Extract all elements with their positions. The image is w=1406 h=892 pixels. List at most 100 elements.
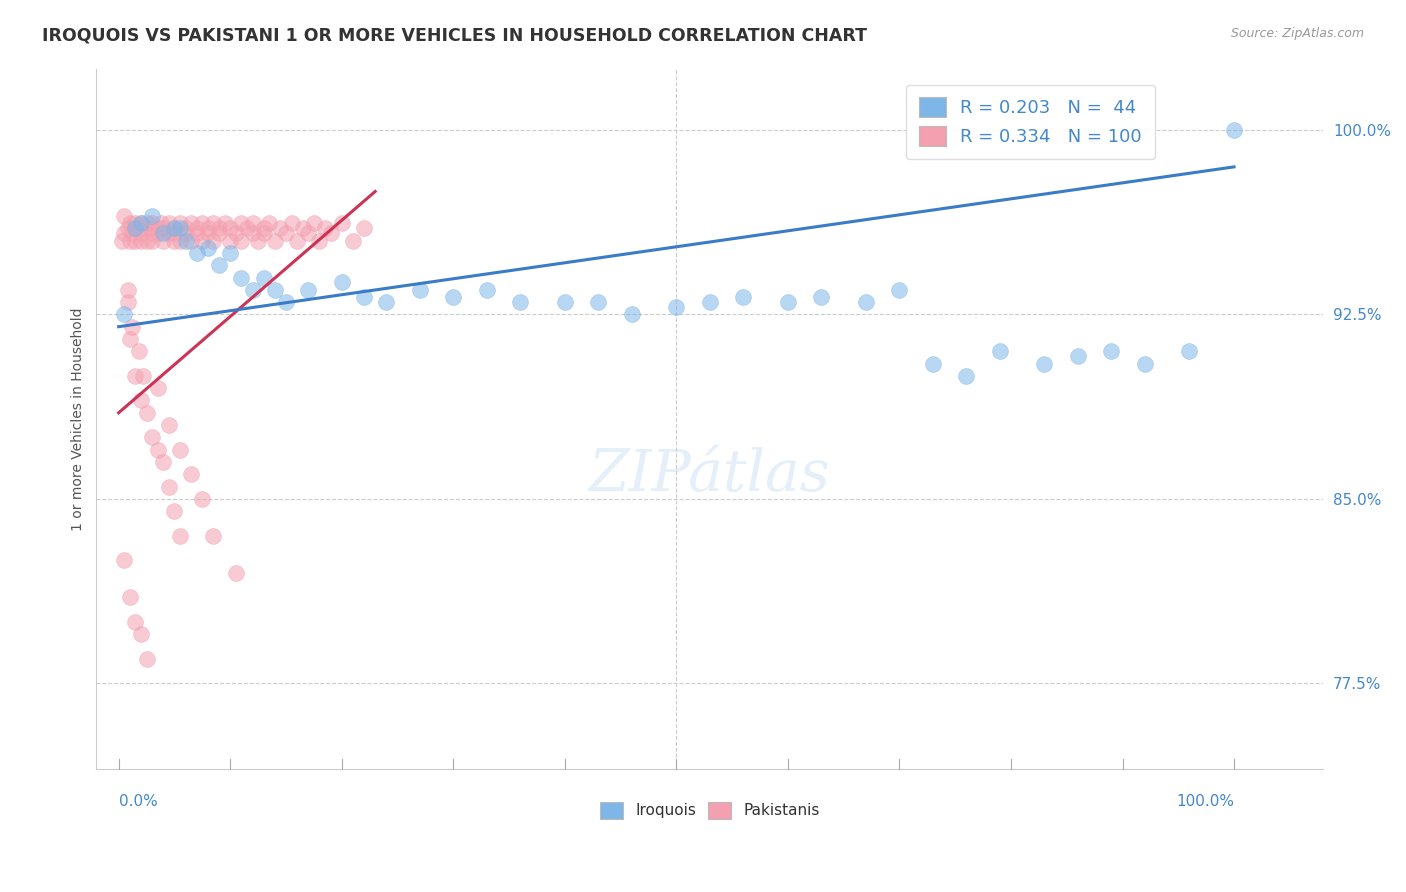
Point xyxy=(441,290,464,304)
Point xyxy=(1133,357,1156,371)
Point xyxy=(169,216,191,230)
Text: ZIPátlas: ZIPátlas xyxy=(589,447,831,503)
Point xyxy=(330,216,353,230)
Point xyxy=(620,307,643,321)
Point xyxy=(509,295,531,310)
Point xyxy=(112,307,135,321)
Point xyxy=(129,216,152,230)
Point xyxy=(280,216,302,230)
Point xyxy=(163,234,186,248)
Point xyxy=(141,216,163,230)
Point xyxy=(330,276,353,290)
Point xyxy=(135,216,157,230)
Point xyxy=(146,442,169,457)
Point xyxy=(141,430,163,444)
Point xyxy=(112,553,135,567)
Point xyxy=(302,216,325,230)
Point xyxy=(117,283,139,297)
Point xyxy=(129,221,152,235)
Point xyxy=(157,418,180,433)
Point xyxy=(180,234,202,248)
Point xyxy=(146,381,169,395)
Point xyxy=(146,221,169,235)
Point xyxy=(1067,349,1090,363)
Point xyxy=(274,227,297,241)
Point xyxy=(263,283,285,297)
Point xyxy=(129,227,152,241)
Point xyxy=(121,319,143,334)
Point xyxy=(242,283,264,297)
Point xyxy=(163,221,186,235)
Text: 100.0%: 100.0% xyxy=(1175,794,1234,809)
Point xyxy=(191,216,214,230)
Point xyxy=(319,227,342,241)
Point xyxy=(202,529,225,543)
Point xyxy=(242,216,264,230)
Point xyxy=(174,234,197,248)
Point xyxy=(146,227,169,241)
Point xyxy=(124,368,146,383)
Point xyxy=(157,216,180,230)
Point xyxy=(231,216,253,230)
Point xyxy=(163,221,186,235)
Point xyxy=(208,221,231,235)
Point xyxy=(776,295,799,310)
Point xyxy=(733,290,755,304)
Point xyxy=(225,566,247,580)
Point xyxy=(118,332,141,346)
Point xyxy=(1223,123,1246,137)
Point xyxy=(202,216,225,230)
Point xyxy=(375,295,398,310)
Point xyxy=(922,357,945,371)
Point xyxy=(225,227,247,241)
Point xyxy=(231,270,253,285)
Point xyxy=(291,221,314,235)
Point xyxy=(174,227,197,241)
Point xyxy=(242,227,264,241)
Point xyxy=(257,216,280,230)
Y-axis label: 1 or more Vehicles in Household: 1 or more Vehicles in Household xyxy=(72,307,86,531)
Point xyxy=(353,290,375,304)
Point xyxy=(135,406,157,420)
Point xyxy=(208,227,231,241)
Point xyxy=(118,216,141,230)
Point xyxy=(308,234,330,248)
Text: Source: ZipAtlas.com: Source: ZipAtlas.com xyxy=(1230,27,1364,40)
Point xyxy=(253,221,276,235)
Point xyxy=(135,651,157,665)
Point xyxy=(274,295,297,310)
Point xyxy=(132,368,155,383)
Point xyxy=(121,227,143,241)
Point xyxy=(219,234,242,248)
Point xyxy=(186,221,208,235)
Point xyxy=(231,234,253,248)
Point xyxy=(554,295,576,310)
Point xyxy=(157,479,180,493)
Point xyxy=(269,221,291,235)
Point xyxy=(236,221,259,235)
Point xyxy=(197,227,219,241)
Point xyxy=(297,283,319,297)
Point xyxy=(191,234,214,248)
Point xyxy=(1099,344,1122,359)
Point xyxy=(197,221,219,235)
Point xyxy=(253,270,276,285)
Point xyxy=(141,209,163,223)
Point xyxy=(219,221,242,235)
Point xyxy=(208,258,231,272)
Point xyxy=(112,227,135,241)
Point xyxy=(129,234,152,248)
Point xyxy=(988,344,1011,359)
Point xyxy=(128,344,150,359)
Point xyxy=(141,234,163,248)
Point xyxy=(297,227,319,241)
Point xyxy=(117,221,139,235)
Point xyxy=(197,241,219,255)
Point xyxy=(186,246,208,260)
Point xyxy=(169,529,191,543)
Text: 0.0%: 0.0% xyxy=(118,794,157,809)
Point xyxy=(124,234,146,248)
Point xyxy=(219,246,242,260)
Point xyxy=(475,283,498,297)
Point xyxy=(314,221,336,235)
